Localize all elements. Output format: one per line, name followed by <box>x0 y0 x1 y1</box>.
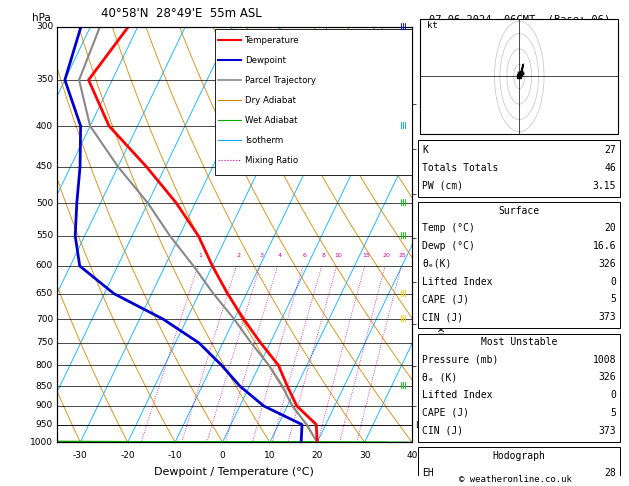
Text: 700: 700 <box>36 314 53 324</box>
Text: 500: 500 <box>36 199 53 208</box>
Text: 373: 373 <box>599 312 616 322</box>
Text: 300: 300 <box>36 22 53 31</box>
Text: Lifted Index: Lifted Index <box>422 277 493 287</box>
Bar <box>420 19 618 134</box>
Text: Temperature: Temperature <box>245 36 299 45</box>
Bar <box>418 447 620 486</box>
Text: Temp (°C): Temp (°C) <box>422 223 475 233</box>
Text: 2: 2 <box>236 253 240 258</box>
Text: K: K <box>422 145 428 156</box>
Text: 900: 900 <box>36 401 53 410</box>
Text: 27: 27 <box>604 145 616 156</box>
Text: ≡: ≡ <box>396 198 406 208</box>
Text: 30: 30 <box>359 451 370 460</box>
Text: 1: 1 <box>198 253 202 258</box>
Text: 326: 326 <box>599 259 616 269</box>
Text: -30: -30 <box>73 451 87 460</box>
Text: 28: 28 <box>604 468 616 478</box>
Text: θₑ (K): θₑ (K) <box>422 372 457 382</box>
Text: Dry Adiabat: Dry Adiabat <box>245 96 296 105</box>
Text: 3: 3 <box>260 253 264 258</box>
Text: 373: 373 <box>599 426 616 436</box>
Text: PW (cm): PW (cm) <box>422 181 464 191</box>
Text: hPa: hPa <box>31 13 50 22</box>
Text: Mixing Ratio (g/kg): Mixing Ratio (g/kg) <box>437 251 447 343</box>
Text: 16.6: 16.6 <box>593 241 616 251</box>
Text: 07.06.2024  06GMT  (Base: 06): 07.06.2024 06GMT (Base: 06) <box>428 14 610 24</box>
Text: 20: 20 <box>382 253 391 258</box>
Text: Dewpoint: Dewpoint <box>245 56 286 65</box>
Text: ≡: ≡ <box>396 289 406 298</box>
Text: CIN (J): CIN (J) <box>422 312 464 322</box>
Text: Wet Adiabat: Wet Adiabat <box>245 116 298 125</box>
Y-axis label: km
ASL: km ASL <box>437 224 455 245</box>
Text: 46: 46 <box>604 163 616 173</box>
Text: 20: 20 <box>311 451 323 460</box>
Text: kt: kt <box>426 21 437 30</box>
Text: θₑ(K): θₑ(K) <box>422 259 452 269</box>
Text: 1000: 1000 <box>30 438 53 447</box>
Text: 15: 15 <box>362 253 370 258</box>
Bar <box>418 202 620 328</box>
Text: Pressure (mb): Pressure (mb) <box>422 354 499 364</box>
Text: 400: 400 <box>36 122 53 131</box>
Text: 800: 800 <box>36 361 53 370</box>
Text: Most Unstable: Most Unstable <box>481 337 557 347</box>
Text: Lifted Index: Lifted Index <box>422 390 493 400</box>
Text: 3.15: 3.15 <box>593 181 616 191</box>
Text: 40: 40 <box>406 451 418 460</box>
Text: 8: 8 <box>321 253 325 258</box>
Text: 326: 326 <box>599 372 616 382</box>
Text: -20: -20 <box>120 451 135 460</box>
Text: © weatheronline.co.uk: © weatheronline.co.uk <box>459 475 572 484</box>
Text: ≡: ≡ <box>396 122 406 131</box>
Text: 6: 6 <box>303 253 307 258</box>
Text: 0: 0 <box>610 277 616 287</box>
Text: Dewp (°C): Dewp (°C) <box>422 241 475 251</box>
Text: 0: 0 <box>610 390 616 400</box>
Bar <box>418 139 620 197</box>
Text: CIN (J): CIN (J) <box>422 426 464 436</box>
Text: 750: 750 <box>36 338 53 347</box>
Text: 850: 850 <box>36 382 53 391</box>
Text: 10: 10 <box>264 451 276 460</box>
Text: -10: -10 <box>168 451 182 460</box>
Text: ≡: ≡ <box>396 314 406 324</box>
Text: 600: 600 <box>36 261 53 270</box>
Text: 10: 10 <box>335 253 342 258</box>
Text: 1008: 1008 <box>593 354 616 364</box>
Text: 5: 5 <box>610 408 616 418</box>
Text: Isotherm: Isotherm <box>245 136 283 145</box>
Text: Hodograph: Hodograph <box>493 451 546 461</box>
Text: 350: 350 <box>36 75 53 85</box>
Text: 4: 4 <box>277 253 281 258</box>
Text: ≡: ≡ <box>396 231 406 241</box>
Text: ≡: ≡ <box>396 382 406 391</box>
Text: CAPE (J): CAPE (J) <box>422 408 469 418</box>
Text: Parcel Trajectory: Parcel Trajectory <box>245 76 316 85</box>
Text: 550: 550 <box>36 231 53 241</box>
Text: ≡: ≡ <box>396 22 406 32</box>
Text: Totals Totals: Totals Totals <box>422 163 499 173</box>
Text: CAPE (J): CAPE (J) <box>422 295 469 304</box>
Text: 5: 5 <box>610 295 616 304</box>
Text: 0: 0 <box>220 451 225 460</box>
Text: 20: 20 <box>604 223 616 233</box>
Bar <box>214 29 412 174</box>
Text: Dewpoint / Temperature (°C): Dewpoint / Temperature (°C) <box>154 467 314 477</box>
Text: 650: 650 <box>36 289 53 298</box>
Text: LCL: LCL <box>416 421 431 430</box>
Text: EH: EH <box>422 468 434 478</box>
Text: Mixing Ratio: Mixing Ratio <box>245 156 298 165</box>
Text: 40°58'N  28°49'E  55m ASL: 40°58'N 28°49'E 55m ASL <box>101 7 262 20</box>
Text: 950: 950 <box>36 420 53 429</box>
Bar <box>418 334 620 442</box>
Text: 450: 450 <box>36 162 53 171</box>
Text: Surface: Surface <box>499 206 540 216</box>
Text: 25: 25 <box>399 253 407 258</box>
